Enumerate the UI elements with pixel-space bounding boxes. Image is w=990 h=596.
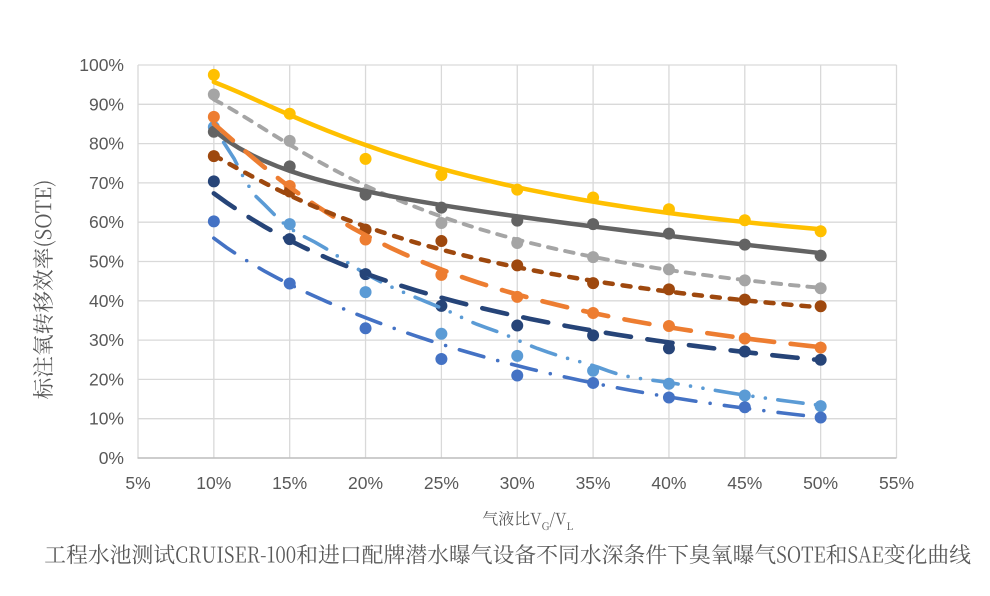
- svg-text:35%: 35%: [576, 473, 611, 493]
- svg-text:10%: 10%: [89, 409, 124, 429]
- svg-text:80%: 80%: [89, 134, 124, 154]
- svg-text:100%: 100%: [79, 55, 124, 75]
- svg-text:20%: 20%: [89, 369, 124, 389]
- svg-text:40%: 40%: [89, 291, 124, 311]
- svg-text:50%: 50%: [89, 252, 124, 272]
- svg-text:15%: 15%: [272, 473, 307, 493]
- svg-text:45%: 45%: [727, 473, 762, 493]
- svg-text:90%: 90%: [89, 94, 124, 114]
- svg-text:30%: 30%: [89, 330, 124, 350]
- svg-text:20%: 20%: [348, 473, 383, 493]
- svg-text:30%: 30%: [500, 473, 535, 493]
- svg-text:55%: 55%: [879, 473, 914, 493]
- svg-text:40%: 40%: [651, 473, 686, 493]
- svg-text:0%: 0%: [99, 448, 124, 468]
- svg-text:70%: 70%: [89, 173, 124, 193]
- svg-text:5%: 5%: [125, 473, 150, 493]
- svg-text:10%: 10%: [196, 473, 231, 493]
- svg-text:50%: 50%: [803, 473, 838, 493]
- svg-text:25%: 25%: [424, 473, 459, 493]
- svg-text:60%: 60%: [89, 212, 124, 232]
